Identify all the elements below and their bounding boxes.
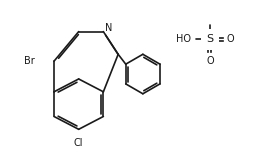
Text: Br: Br: [24, 56, 35, 66]
Text: O: O: [206, 56, 214, 66]
Text: S: S: [206, 34, 214, 45]
Text: O: O: [227, 34, 234, 45]
Text: N: N: [105, 23, 112, 33]
Text: Cl: Cl: [74, 138, 83, 148]
Text: HO: HO: [176, 34, 191, 45]
